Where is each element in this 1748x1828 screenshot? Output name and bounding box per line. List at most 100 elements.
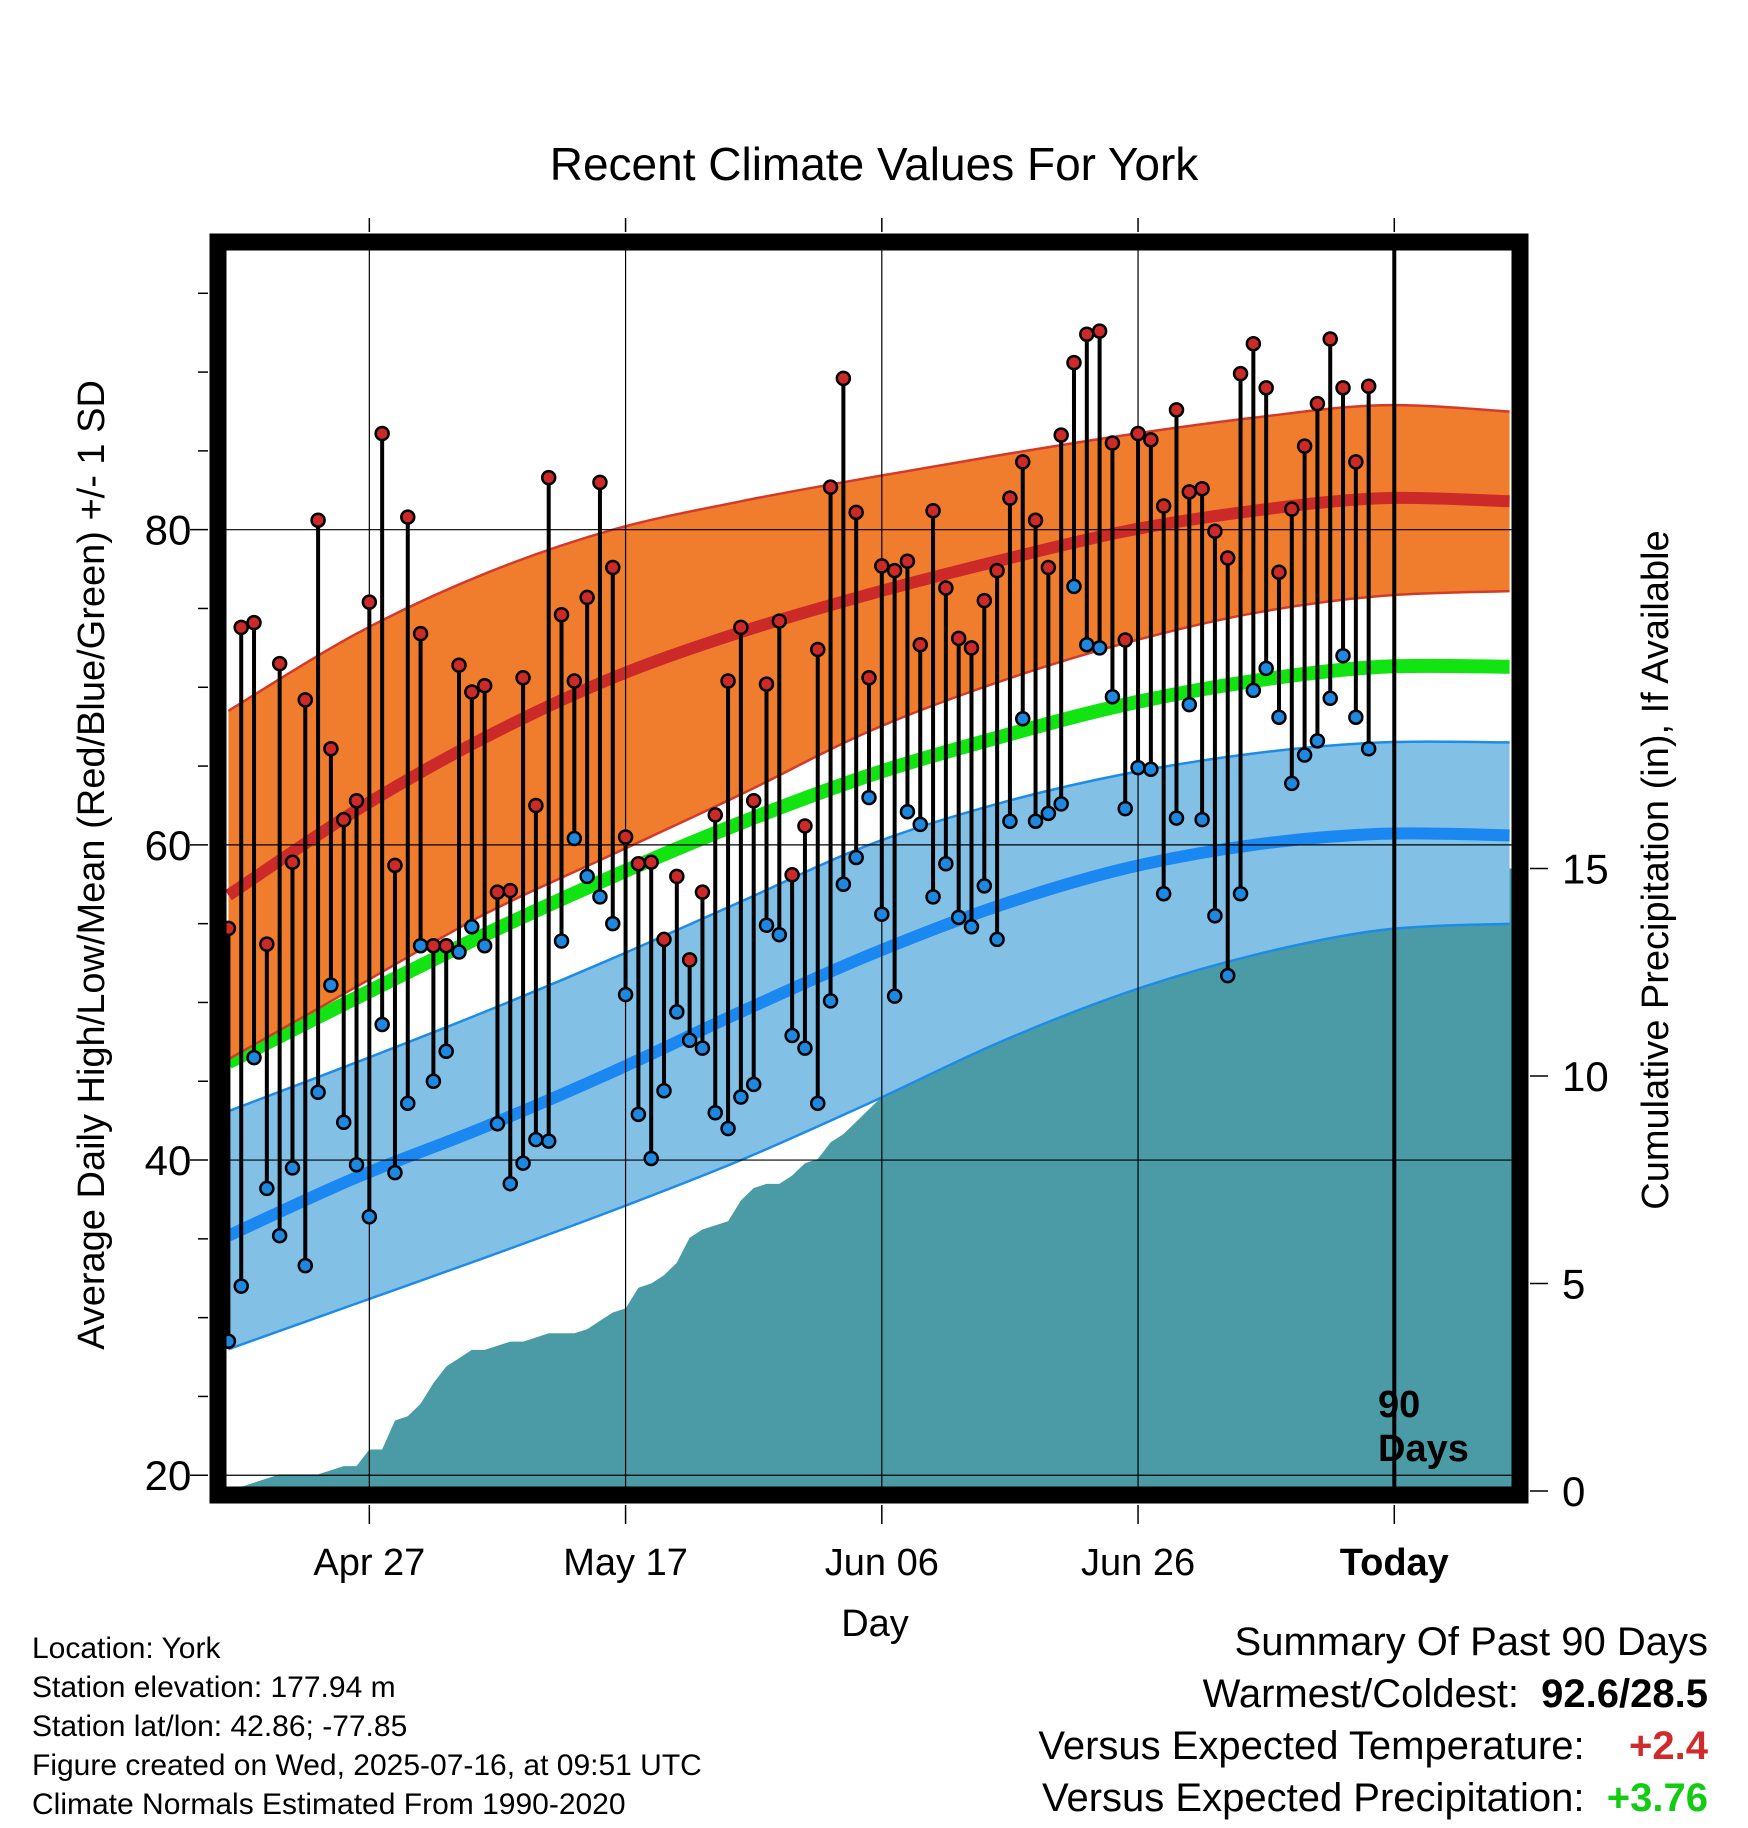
low-sd-lower-edge (227, 922, 1510, 1351)
daily-high-point (1194, 480, 1210, 497)
daily-high-point (515, 670, 531, 686)
daily-high-point (938, 580, 954, 596)
daily-low-point (963, 919, 980, 935)
daily-low-point (387, 1164, 403, 1181)
daily-high-point (822, 479, 839, 495)
latlon-text: Station lat/lon: 42.86; -77.85 (32, 1710, 408, 1743)
daily-low-point (566, 830, 583, 847)
warmest-coldest-label: Warmest/Coldest: (1202, 1672, 1519, 1716)
y-tick-label: 20 (145, 1452, 192, 1499)
daily-low-point (1040, 805, 1057, 822)
daily-low-point (912, 816, 928, 833)
daily-low-point (502, 1175, 519, 1192)
daily-high-point (1284, 501, 1300, 517)
daily-low-point (745, 1076, 762, 1093)
daily-high-point (758, 676, 775, 692)
daily-low-point (669, 1004, 685, 1020)
daily-high-point (1258, 380, 1274, 396)
y2-axis-label: Cumulative Precipitation (in), If Availa… (1635, 530, 1677, 1209)
daily-high-point (1130, 425, 1146, 442)
daily-low-point (1066, 578, 1082, 595)
daily-low-point (1322, 690, 1338, 707)
daily-high-point (835, 370, 852, 387)
daily-high-point (1348, 454, 1364, 470)
daily-high-point (733, 619, 749, 636)
daily-high-point (720, 673, 736, 689)
daily-low-point (938, 856, 954, 872)
daily-high-point (1053, 427, 1069, 443)
temperature-value: +2.4 (1629, 1724, 1708, 1768)
low-sd-band (228, 741, 1510, 1350)
daily-low-point (1271, 709, 1287, 725)
daily-high-point (387, 857, 403, 874)
daily-high-point (1335, 380, 1351, 396)
daily-high-point (1245, 335, 1262, 352)
daily-low-point (489, 1116, 506, 1132)
daily-high-point (630, 856, 647, 872)
daily-high-point (963, 640, 980, 656)
daily-low-point (758, 917, 775, 933)
daily-low-point (1155, 885, 1172, 902)
daily-low-point (822, 993, 839, 1009)
y-tick-label: 80 (145, 507, 192, 554)
daily-low-point (1207, 908, 1223, 924)
daily-low-point (528, 1131, 544, 1148)
x-tick-label: Apr 27 (313, 1542, 425, 1584)
daily-high-point (694, 884, 711, 900)
daily-low-point (1117, 800, 1133, 817)
daily-high-point (925, 503, 941, 519)
daily-low-point (1194, 811, 1210, 828)
daily-high-point (297, 692, 314, 708)
daily-high-point (797, 818, 813, 834)
daily-low-point (643, 1150, 659, 1167)
y2-tick-label: 5 (1562, 1261, 1585, 1308)
y2-tick-label: 10 (1562, 1053, 1609, 1100)
daily-high-point (1309, 395, 1326, 412)
daily-low-point (1014, 711, 1031, 727)
daily-high-point (1181, 484, 1198, 500)
daily-low-point (592, 889, 608, 905)
precipitation-area (228, 868, 1516, 1491)
daily-high-point (989, 562, 1005, 579)
daily-low-point (656, 1082, 672, 1099)
daily-high-point (617, 829, 634, 845)
daily-low-point (886, 988, 903, 1004)
daily-low-point (1258, 660, 1274, 677)
daily-low-point (617, 986, 634, 1003)
daily-high-point (284, 854, 301, 870)
daily-low-point (1348, 709, 1364, 725)
warmest-coldest-value: 92.6/28.5 (1541, 1672, 1708, 1716)
daily-low-point (579, 868, 595, 885)
daily-high-point (246, 614, 262, 631)
daily-high-point (1322, 331, 1338, 347)
daily-high-point (681, 952, 698, 968)
daily-high-point (451, 657, 467, 673)
chart-title: Recent Climate Values For York (550, 138, 1200, 190)
daily-low-point (1002, 813, 1018, 829)
daily-low-point (310, 1084, 326, 1101)
daily-low-point (835, 876, 852, 893)
summary-precipitation: Versus Expected Precipitation: +3.76 (1042, 1776, 1708, 1821)
daily-high-point (438, 937, 454, 954)
daily-high-point (886, 562, 903, 579)
daily-high-point (912, 636, 928, 653)
daily-high-point (528, 797, 544, 814)
daily-low-point (1284, 775, 1300, 792)
daily-low-point (412, 937, 429, 954)
daily-high-point (553, 607, 570, 623)
daily-high-point (579, 589, 595, 606)
daily-high-point (233, 619, 249, 636)
daily-low-point (400, 1095, 416, 1112)
daily-low-point (259, 1180, 275, 1197)
daily-high-point (656, 931, 672, 948)
daily-high-point (899, 553, 916, 569)
daily-high-point (1079, 326, 1095, 343)
daily-high-point (400, 509, 416, 525)
daily-high-point (1002, 490, 1018, 506)
daily-high-point (592, 474, 608, 491)
daily-high-point (348, 792, 365, 809)
daily-high-point (1104, 435, 1121, 451)
daily-high-point (771, 613, 788, 629)
created-text: Figure created on Wed, 2025-07-16, at 09… (32, 1749, 702, 1782)
daily-high-point (861, 670, 877, 686)
